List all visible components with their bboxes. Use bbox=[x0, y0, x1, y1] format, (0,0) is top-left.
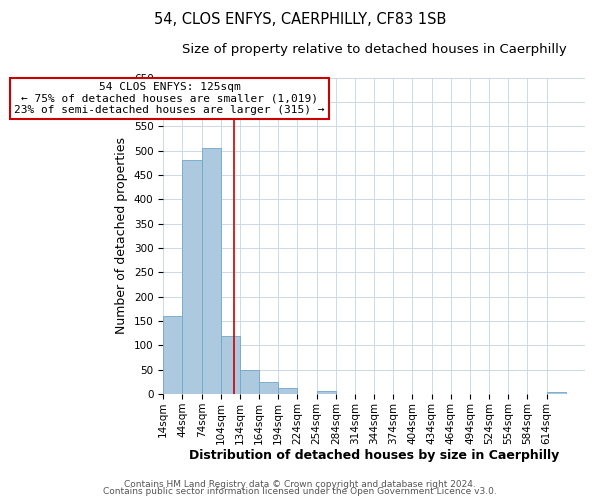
Bar bbox=[547, 392, 566, 394]
Bar bbox=[259, 382, 278, 394]
Bar bbox=[182, 160, 202, 394]
Text: Contains HM Land Registry data © Crown copyright and database right 2024.: Contains HM Land Registry data © Crown c… bbox=[124, 480, 476, 489]
Text: 54, CLOS ENFYS, CAERPHILLY, CF83 1SB: 54, CLOS ENFYS, CAERPHILLY, CF83 1SB bbox=[154, 12, 446, 28]
Bar bbox=[221, 336, 240, 394]
X-axis label: Distribution of detached houses by size in Caerphilly: Distribution of detached houses by size … bbox=[189, 450, 559, 462]
Title: Size of property relative to detached houses in Caerphilly: Size of property relative to detached ho… bbox=[182, 42, 566, 56]
Bar bbox=[163, 316, 182, 394]
Text: 54 CLOS ENFYS: 125sqm
← 75% of detached houses are smaller (1,019)
23% of semi-d: 54 CLOS ENFYS: 125sqm ← 75% of detached … bbox=[14, 82, 325, 116]
Bar bbox=[317, 391, 336, 394]
Y-axis label: Number of detached properties: Number of detached properties bbox=[115, 138, 128, 334]
Bar bbox=[202, 148, 221, 394]
Bar bbox=[278, 388, 298, 394]
Text: Contains public sector information licensed under the Open Government Licence v3: Contains public sector information licen… bbox=[103, 488, 497, 496]
Bar bbox=[240, 370, 259, 394]
